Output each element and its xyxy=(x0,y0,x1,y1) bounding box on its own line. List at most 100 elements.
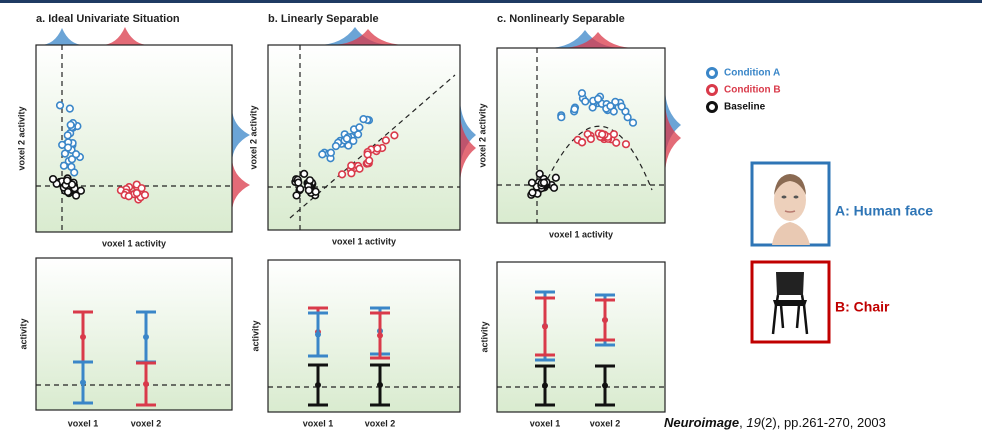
scatter-point xyxy=(67,122,74,129)
scatter-point xyxy=(333,143,340,150)
scatter-point xyxy=(61,162,68,169)
mean-dot xyxy=(315,332,321,338)
scatter-point xyxy=(301,171,308,178)
scatter-point xyxy=(589,104,596,111)
scatter-point xyxy=(57,102,64,109)
y-axis-label: voxel 2 activity xyxy=(16,106,26,170)
scatter-point xyxy=(623,141,630,148)
bar-x-label: voxel 1 xyxy=(530,418,561,428)
bar-frame xyxy=(36,258,232,410)
legend-marker xyxy=(708,69,717,78)
figure: a. Ideal Univariate Situation voxel 1 act… xyxy=(0,0,982,438)
scatter-point xyxy=(67,105,74,112)
scatter-point xyxy=(344,135,351,142)
x-axis-label: voxel 1 activity xyxy=(549,229,613,239)
scatter-point xyxy=(374,145,381,152)
scatter-point xyxy=(551,185,558,192)
mean-dot xyxy=(377,333,383,339)
scatter-point xyxy=(607,103,614,110)
scatter-point xyxy=(293,192,300,199)
scatter-point xyxy=(558,114,565,121)
scatter-point xyxy=(529,179,536,186)
scatter-point xyxy=(595,96,602,103)
bar-y-label: activity xyxy=(250,320,260,351)
mean-dot xyxy=(602,383,608,389)
scatter-point xyxy=(588,136,595,143)
scatter-point xyxy=(553,174,560,181)
scatter-point xyxy=(383,137,390,144)
scatter-point xyxy=(142,192,149,199)
bar-x-label: voxel 2 xyxy=(131,418,162,428)
legend-marker xyxy=(708,103,717,112)
legend-label: Condition B xyxy=(724,85,781,96)
mean-dot xyxy=(143,334,149,340)
y-axis-label: voxel 2 activity xyxy=(248,105,258,169)
mean-dot xyxy=(315,382,321,388)
bar-x-label: voxel 1 xyxy=(68,418,99,428)
scatter-point xyxy=(134,190,141,197)
scatter-point xyxy=(630,119,637,126)
stimulus-label: A: Human face xyxy=(835,203,933,219)
panel-title: c. Nonlinearly Separable xyxy=(497,13,625,25)
scatter-point xyxy=(350,138,357,145)
scatter-point xyxy=(64,177,71,184)
scatter-point xyxy=(71,169,78,176)
legend-label: Condition A xyxy=(724,68,780,79)
scatter-point xyxy=(328,149,335,156)
citation-part: Neuroimage xyxy=(664,415,739,430)
marginal-distribution xyxy=(101,27,149,45)
scatter-point xyxy=(579,90,586,97)
scatter-point xyxy=(319,151,326,158)
scatter-point xyxy=(360,116,367,123)
scatter-point xyxy=(295,179,302,186)
bar-x-label: voxel 1 xyxy=(303,418,334,428)
scatter-point xyxy=(582,98,589,105)
panel-title: b. Linearly Separable xyxy=(268,13,379,25)
mean-dot xyxy=(80,380,86,386)
scatter-point xyxy=(348,162,355,169)
scatter-point xyxy=(348,170,355,177)
scatter-point xyxy=(307,177,314,184)
x-axis-label: voxel 1 activity xyxy=(332,236,396,246)
marginal-distribution xyxy=(232,157,250,213)
scatter-point xyxy=(356,124,363,131)
scatter-point xyxy=(541,179,548,186)
x-axis-label: voxel 1 activity xyxy=(102,238,166,248)
scatter-point xyxy=(64,132,71,139)
mean-dot xyxy=(377,382,383,388)
citation: Neuroimage, 19(2), pp.261-270, 2003 xyxy=(664,415,886,430)
panel-title: a. Ideal Univariate Situation xyxy=(36,13,180,25)
citation-part: (2), pp.261-270, 2003 xyxy=(761,415,886,430)
marginal-distribution xyxy=(232,107,250,163)
scatter-point xyxy=(125,193,132,200)
legend-label: Baseline xyxy=(724,102,766,113)
mean-dot xyxy=(602,317,608,323)
scatter-point xyxy=(529,189,536,196)
scatter-point xyxy=(356,165,363,172)
legend-marker xyxy=(708,86,717,95)
mean-dot xyxy=(542,324,548,330)
scatter-point xyxy=(73,151,80,158)
y-axis-label: voxel 2 activity xyxy=(477,103,487,167)
citation-part: 19 xyxy=(746,415,760,430)
scatter-point xyxy=(306,187,313,194)
chair-image xyxy=(752,262,829,342)
scatter-point xyxy=(78,187,85,194)
bar-x-label: voxel 2 xyxy=(365,418,396,428)
bar-frame xyxy=(497,262,665,412)
page: a. Ideal Univariate Situation voxel 1 act… xyxy=(0,0,982,438)
scatter-point xyxy=(50,176,57,183)
face-image xyxy=(752,163,829,245)
scatter-point xyxy=(618,103,625,110)
scatter-point xyxy=(571,106,578,113)
mean-dot xyxy=(542,383,548,389)
scatter-point xyxy=(579,139,586,146)
citation-part: , xyxy=(739,415,746,430)
mean-dot xyxy=(143,381,149,387)
scatter-point xyxy=(391,132,398,139)
scatter-frame xyxy=(497,48,665,223)
bar-x-label: voxel 2 xyxy=(590,418,621,428)
bar-y-label: activity xyxy=(479,321,489,352)
scatter-point xyxy=(65,144,72,151)
bar-frame xyxy=(268,260,460,412)
